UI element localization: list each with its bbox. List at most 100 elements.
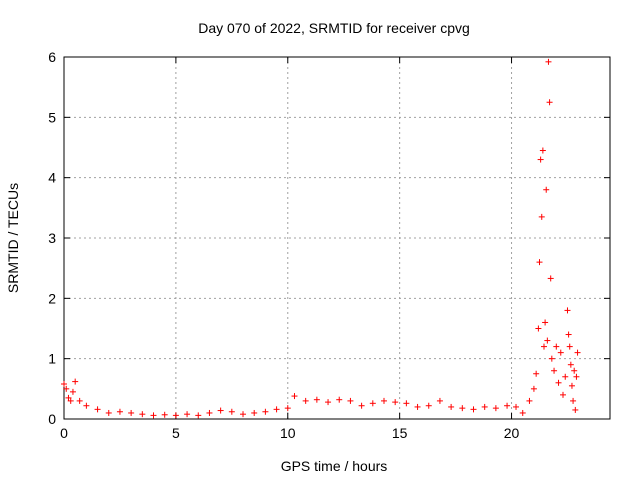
data-points [61, 58, 581, 419]
data-point [574, 349, 581, 356]
data-point [380, 397, 387, 404]
data-point [530, 385, 537, 392]
data-point [470, 406, 477, 413]
data-point [459, 405, 466, 412]
data-point [336, 396, 343, 403]
data-point [83, 402, 90, 409]
data-point [94, 406, 101, 413]
y-axis: 0 1 2 3 4 5 6 [48, 49, 610, 427]
data-point [206, 409, 213, 416]
y-tick-label: 5 [48, 109, 56, 125]
data-point [535, 325, 542, 332]
data-point [571, 367, 578, 374]
x-tick-label: 0 [60, 425, 68, 441]
data-point [425, 402, 432, 409]
data-point [150, 412, 157, 419]
data-point [65, 394, 72, 401]
x-axis: 0 5 10 15 20 [60, 57, 520, 441]
data-point [551, 367, 558, 374]
data-point [557, 349, 564, 356]
chart-title: Day 070 of 2022, SRMTID for receiver cpv… [198, 20, 470, 36]
data-point [481, 403, 488, 410]
y-tick-label: 6 [48, 49, 56, 65]
data-point [403, 400, 410, 407]
data-point [262, 408, 269, 415]
y-tick-label: 2 [48, 290, 56, 306]
data-point [492, 405, 499, 412]
data-point [184, 411, 191, 418]
y-tick-label: 3 [48, 230, 56, 246]
data-point [546, 99, 553, 106]
y-tick-label: 1 [48, 351, 56, 367]
data-point [539, 147, 546, 154]
data-point [448, 403, 455, 410]
data-point [567, 361, 574, 368]
data-point [548, 355, 555, 362]
x-tick-label: 20 [504, 425, 520, 441]
data-point [513, 403, 520, 410]
data-point [273, 406, 280, 413]
data-point [69, 388, 76, 395]
data-point [240, 411, 247, 418]
data-point [565, 331, 572, 338]
y-axis-label: SRMTID / TECUs [5, 183, 21, 293]
data-point [369, 400, 376, 407]
data-point [128, 409, 135, 416]
data-point [61, 381, 67, 388]
data-point [217, 407, 224, 414]
data-point [67, 397, 74, 404]
data-point [358, 402, 365, 409]
data-point [313, 396, 320, 403]
data-point [139, 411, 146, 418]
data-point [572, 406, 579, 413]
x-tick-label: 10 [280, 425, 296, 441]
data-point [537, 156, 544, 163]
data-point [542, 319, 549, 326]
data-point [284, 405, 291, 412]
data-point [195, 412, 202, 419]
data-point [116, 408, 123, 415]
data-point [291, 393, 298, 400]
data-point [553, 343, 560, 350]
data-point [76, 397, 83, 404]
data-point [504, 402, 511, 409]
x-axis-label: GPS time / hours [281, 458, 388, 474]
data-point [105, 409, 112, 416]
data-point [544, 337, 551, 344]
data-point [564, 307, 571, 314]
data-point [543, 186, 550, 193]
data-point [568, 382, 575, 389]
data-point [228, 408, 235, 415]
data-point [533, 370, 540, 377]
data-point [562, 373, 569, 380]
x-tick-label: 15 [392, 425, 408, 441]
data-point [547, 275, 554, 282]
data-point [302, 397, 309, 404]
data-point [570, 397, 577, 404]
data-point [545, 58, 552, 65]
data-point [555, 379, 562, 386]
data-point [63, 385, 70, 392]
data-point [414, 403, 421, 410]
grid [64, 57, 610, 419]
data-point [540, 343, 547, 350]
data-point [573, 373, 580, 380]
data-point [538, 213, 545, 220]
data-point [347, 397, 354, 404]
y-tick-label: 4 [48, 170, 56, 186]
data-point [251, 409, 258, 416]
data-point [536, 259, 543, 266]
data-point [72, 378, 79, 385]
data-point [560, 391, 567, 398]
x-tick-label: 5 [172, 425, 180, 441]
data-point [519, 409, 526, 416]
y-tick-label: 0 [48, 411, 56, 427]
data-point [172, 412, 179, 419]
data-point [325, 399, 332, 406]
data-point [392, 399, 399, 406]
data-point [526, 397, 533, 404]
data-point [436, 397, 443, 404]
data-point [161, 411, 168, 418]
data-point [566, 343, 573, 350]
